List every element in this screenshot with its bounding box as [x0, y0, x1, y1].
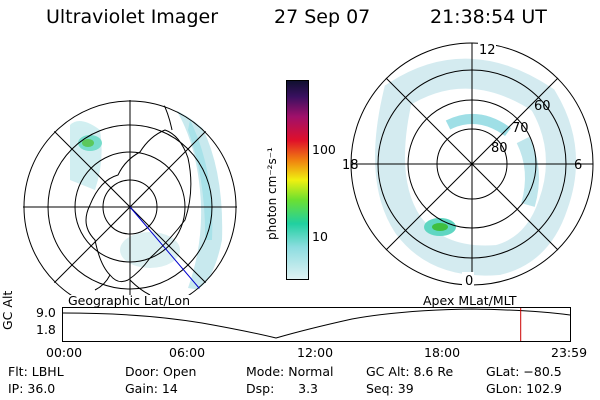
timeline-xtick-1200: 12:00 — [297, 345, 334, 360]
info-gc-alt: GC Alt: 8.6 Re — [366, 364, 454, 379]
local-meridian-line — [129, 206, 206, 295]
apex-caption: Apex MLat/MLT — [423, 293, 517, 308]
info-filter: Flt: LBHL — [8, 364, 64, 379]
info-door: Door: Open — [125, 364, 197, 379]
timeline-xtick-1800: 18:00 — [424, 345, 461, 360]
timeline-xtick-2359: 23:59 — [551, 345, 588, 360]
mlat-label-60: 60 — [534, 99, 551, 114]
mlt-label-bottom: 0 — [465, 274, 473, 289]
info-mode: Mode: Normal — [246, 364, 334, 379]
info-dsp: Dsp: 3.3 — [246, 381, 319, 396]
coastline-fragment — [139, 100, 173, 131]
aurora-emission-left — [70, 100, 223, 290]
info-gain: Gain: 14 — [125, 381, 178, 396]
altitude-curve — [62, 308, 571, 339]
timeline-ytick-low: 1.8 — [36, 322, 56, 337]
info-ip: IP: 36.0 — [8, 381, 56, 396]
mlat-label-80: 80 — [491, 141, 508, 156]
colorbar-tick-100: 100 — [312, 142, 336, 157]
altitude-timeline — [62, 307, 571, 342]
time-label: 21:38:54 UT — [430, 6, 547, 28]
aurora-oval — [375, 58, 576, 276]
instrument-title: Ultraviolet Imager — [46, 6, 219, 28]
intensity-colorbar — [286, 80, 309, 280]
geographic-caption: Geographic Lat/Lon — [68, 293, 190, 308]
magnetic-polar-map: 12 0 18 6 60 70 80 — [342, 42, 594, 289]
antarctica-coastline — [85, 129, 192, 295]
mlt-meridians — [351, 43, 593, 285]
timeline-xtick-0600: 06:00 — [169, 345, 206, 360]
info-glat: GLat: −80.5 — [486, 364, 562, 379]
geographic-map — [23, 100, 237, 295]
info-seq: Seq: 39 — [366, 381, 414, 396]
mlat-label-70: 70 — [512, 121, 529, 136]
info-glon: GLon: 102.9 — [486, 381, 562, 396]
colorbar-unit-label: photon cm⁻²s⁻¹ — [265, 147, 279, 240]
mlt-label-left: 18 — [342, 158, 359, 173]
colorbar-tick-10: 10 — [312, 229, 328, 244]
timeline-xtick-0000: 00:00 — [46, 345, 83, 360]
mlt-label-top: 12 — [479, 43, 496, 58]
date-label: 27 Sep 07 — [274, 6, 371, 28]
timeline-ytick-high: 9.0 — [36, 305, 56, 320]
mlt-label-right: 6 — [574, 158, 582, 173]
timeline-ylabel: GC Alt — [0, 290, 15, 330]
